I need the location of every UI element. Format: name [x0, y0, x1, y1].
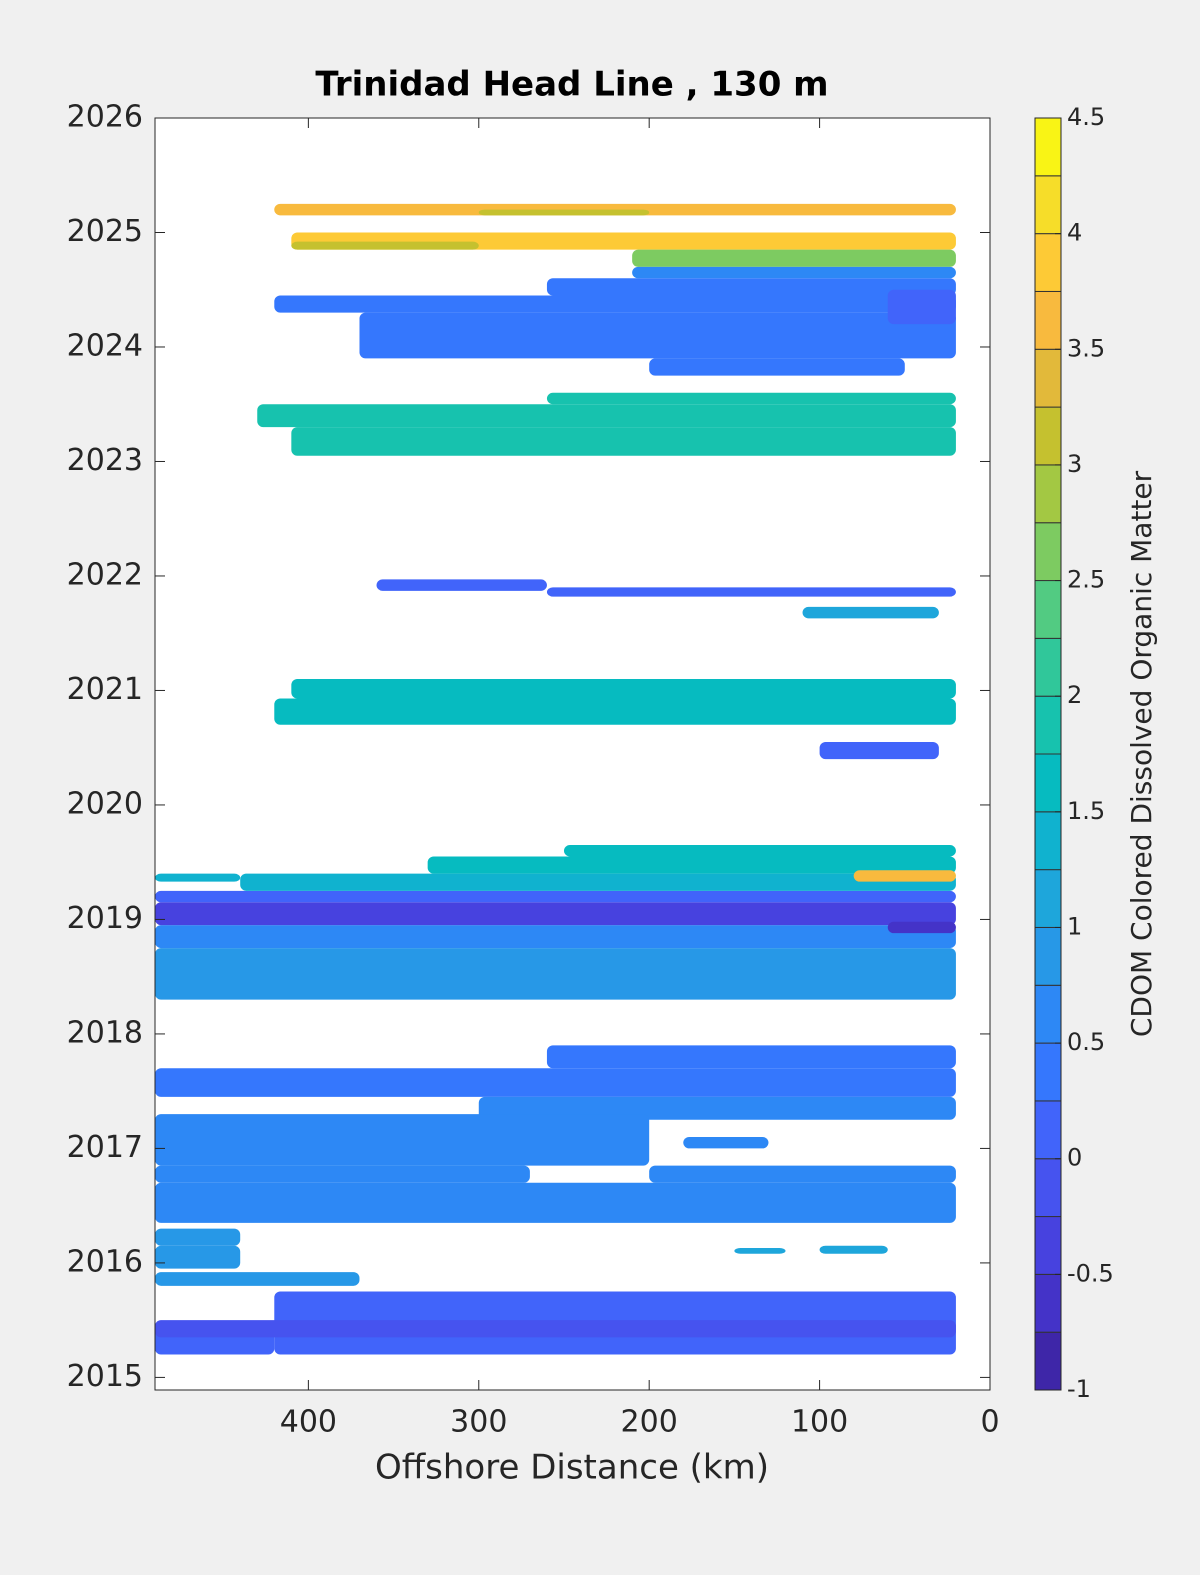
colorbar-band	[1034, 1158, 1062, 1218]
y-tick-label: 2015	[67, 1359, 143, 1394]
contour-patch	[819, 1245, 888, 1254]
contour-patch	[291, 679, 956, 699]
colorbar-tick-label: 4	[1067, 219, 1082, 247]
y-tick-label: 2026	[67, 100, 143, 135]
colorbar-band	[1034, 695, 1062, 755]
colorbar-band	[1034, 926, 1062, 986]
contour-patch	[240, 873, 956, 891]
contour-patch	[802, 606, 939, 619]
contour-patch	[887, 921, 956, 934]
y-tick-label: 2018	[67, 1015, 143, 1050]
colorbar-tick-label: 0.5	[1067, 1028, 1105, 1056]
contour-patch	[649, 358, 905, 376]
x-tick-label: 300	[450, 1405, 507, 1440]
colorbar-band	[1034, 1216, 1062, 1275]
colorbar-tick-label: 1.5	[1067, 797, 1105, 825]
colorbar-band	[1034, 117, 1062, 177]
colorbar-label: CDOM Colored Dissolved Organic Matter	[1125, 470, 1158, 1037]
colorbar-box	[1034, 117, 1062, 1391]
colorbar-tick-label: 2.5	[1067, 566, 1105, 594]
contour-patch	[683, 1136, 769, 1149]
contour-patch	[155, 1182, 956, 1223]
colorbar-band	[1034, 464, 1062, 524]
contour-patch	[155, 948, 956, 1000]
contour-patch	[155, 873, 241, 882]
contour-patch	[155, 1272, 360, 1286]
x-tick-label: 200	[621, 1405, 678, 1440]
x-tick-label: 0	[980, 1405, 999, 1440]
colorbar-band	[1034, 1100, 1062, 1160]
colorbar-tick-label: 3.5	[1067, 334, 1105, 362]
contour-patch	[291, 241, 479, 250]
colorbar-band	[1034, 811, 1062, 871]
contour-patch	[546, 278, 956, 296]
colorbar-band	[1034, 406, 1062, 466]
contour-patch	[819, 741, 939, 760]
contour-patch	[155, 1114, 650, 1166]
y-tick-label: 2017	[67, 1130, 143, 1165]
colorbar-band	[1034, 984, 1062, 1044]
contour-patch	[155, 902, 956, 926]
colorbar-band	[1034, 637, 1062, 697]
y-tick-label: 2022	[67, 557, 143, 592]
contour-patch	[155, 1068, 956, 1097]
contour-patch	[734, 1248, 786, 1254]
colorbar-band	[1034, 348, 1062, 408]
axes-box	[154, 117, 991, 1391]
colorbar-tick-label: -1	[1067, 1375, 1091, 1403]
contour-patch	[274, 698, 956, 725]
y-tick-label: 2020	[67, 786, 143, 821]
y-tick-label: 2025	[67, 214, 143, 249]
contour-patch	[155, 1320, 956, 1338]
colorbar-band	[1034, 869, 1062, 928]
y-tick-label: 2023	[67, 443, 143, 478]
contour-patch	[257, 404, 956, 428]
colorbar-tick-label: -0.5	[1067, 1259, 1114, 1287]
x-tick-label: 100	[791, 1405, 848, 1440]
chart-title: Trinidad Head Line , 130 m	[315, 65, 828, 105]
colorbar-band	[1034, 580, 1062, 639]
colorbar-band	[1034, 233, 1062, 292]
y-tick-label: 2021	[67, 672, 143, 707]
contour-patch	[546, 587, 956, 597]
contour-patch	[649, 1165, 956, 1183]
contour-patch	[155, 1165, 530, 1183]
contour-patch	[546, 392, 956, 405]
contour-patch	[632, 266, 956, 279]
colorbar-tick-label: 0	[1067, 1144, 1082, 1172]
contour-patch	[291, 427, 956, 456]
contour-patch	[853, 870, 956, 882]
x-tick-label: 400	[280, 1405, 337, 1440]
contour-patch	[274, 295, 956, 313]
contour-patch	[478, 209, 650, 216]
contour-patch	[632, 249, 956, 267]
contour-patch	[155, 890, 956, 903]
y-tick-label: 2016	[67, 1244, 143, 1279]
contour-patch	[155, 925, 956, 949]
colorbar-band	[1034, 290, 1062, 350]
colorbar-band	[1034, 522, 1062, 582]
contour-patch	[546, 1045, 956, 1069]
colorbar-band	[1034, 1042, 1062, 1102]
contour-patch	[359, 312, 956, 359]
colorbar-tick-label: 4.5	[1067, 103, 1105, 131]
y-tick-label: 2024	[67, 328, 143, 363]
x-axis-label: Offshore Distance (km)	[375, 1448, 769, 1488]
colorbar-tick-label: 1	[1067, 912, 1082, 940]
colorbar-band	[1034, 753, 1062, 813]
contour-patch	[155, 1228, 241, 1246]
contour-patch	[376, 579, 547, 591]
contour-patch	[155, 1245, 241, 1269]
contour-patch	[427, 856, 956, 874]
colorbar-band	[1034, 1331, 1062, 1391]
colorbar-tick-label: 2	[1067, 681, 1082, 709]
colorbar-band	[1034, 1273, 1062, 1333]
colorbar-band	[1034, 175, 1062, 235]
colorbar-tick-label: 3	[1067, 450, 1082, 478]
contour-patch	[563, 845, 956, 857]
y-tick-label: 2019	[67, 901, 143, 936]
contour-patch	[887, 289, 956, 325]
